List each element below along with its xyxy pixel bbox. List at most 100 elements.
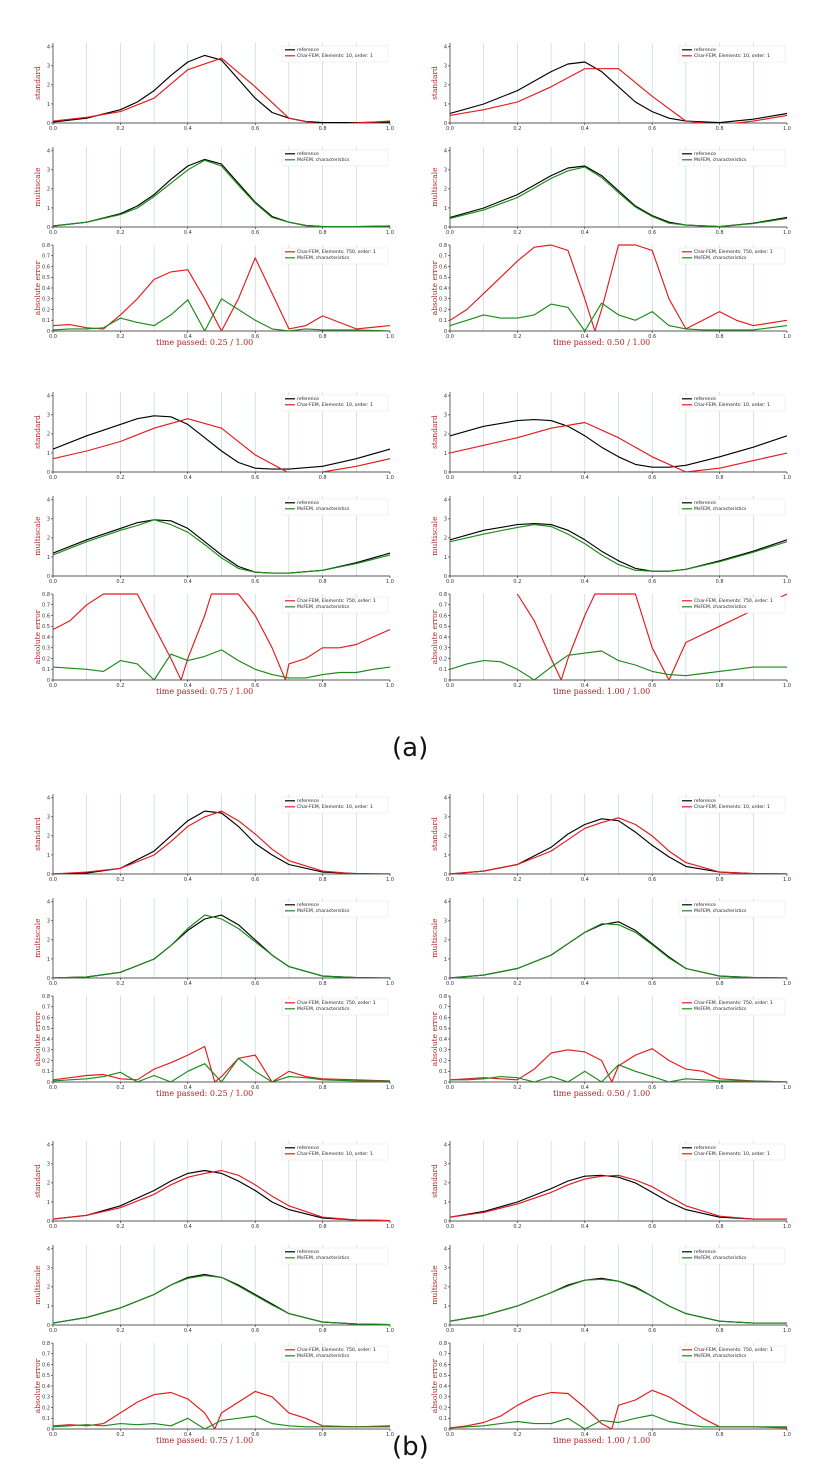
y-axis-label: standard bbox=[430, 1164, 439, 1198]
x-tick-label: 0.0 bbox=[446, 579, 454, 585]
y-tick-label: 1 bbox=[47, 1304, 50, 1310]
legend-box bbox=[281, 149, 389, 167]
series-line-char-fem bbox=[450, 1174, 787, 1220]
x-tick-label: 0.4 bbox=[581, 1085, 589, 1091]
legend-label: reference bbox=[297, 396, 319, 402]
y-axis-label: multiscale bbox=[33, 167, 42, 207]
x-tick-label: 0.6 bbox=[648, 230, 656, 236]
legend-box bbox=[678, 1143, 786, 1161]
x-tick-label: 0.6 bbox=[251, 126, 259, 132]
legend-label: MsFEM, characteristics bbox=[297, 908, 350, 914]
x-tick-label: 0.4 bbox=[184, 1085, 192, 1091]
x-tick-label: 0.8 bbox=[716, 475, 724, 481]
legend-box bbox=[281, 1345, 389, 1363]
y-tick-label: 1 bbox=[47, 957, 50, 963]
legend-label: MsFEM, characteristics bbox=[694, 908, 747, 914]
y-tick-label: 0.3 bbox=[439, 646, 447, 652]
panel-label-b: (b) bbox=[392, 1432, 429, 1462]
y-tick-label: 4 bbox=[47, 900, 50, 906]
subplot-column-1: 0 1 2 3 4 0.0 0.2 0.4 0.6 0.8 1.0 standard reference… bbox=[33, 43, 394, 347]
axes-multiscale: 0 1 2 3 4 0.0 0.2 0.4 0.6 0.8 1.0 multiscale referen… bbox=[430, 1245, 791, 1334]
axes-standard: 0 1 2 3 4 0.0 0.2 0.4 0.6 0.8 1.0 standard reference… bbox=[33, 1141, 394, 1230]
y-axis-label: absolute error bbox=[430, 609, 439, 664]
y-tick-label: 1 bbox=[444, 206, 447, 212]
x-tick-label: 0.6 bbox=[251, 877, 259, 883]
y-tick-label: 0 bbox=[47, 470, 50, 476]
legend-box bbox=[281, 1143, 389, 1161]
y-tick-label: 0.8 bbox=[439, 592, 447, 598]
x-tick-label: 0.4 bbox=[581, 683, 589, 689]
series-line-reference bbox=[450, 419, 787, 468]
x-tick-label: 0.6 bbox=[251, 579, 259, 585]
x-tick-label: 0.2 bbox=[116, 1085, 124, 1091]
y-axis-label: absolute error bbox=[430, 1358, 439, 1413]
y-tick-label: 3 bbox=[47, 815, 50, 821]
y-tick-label: 0.5 bbox=[42, 624, 50, 630]
y-tick-label: 0 bbox=[47, 1080, 50, 1086]
series-line-msfem bbox=[53, 298, 390, 331]
x-tick-label: 0.4 bbox=[581, 334, 589, 340]
x-tick-label: 0.8 bbox=[319, 230, 327, 236]
x-tick-label: 0.0 bbox=[446, 475, 454, 481]
axes-multiscale: 0 1 2 3 4 0.0 0.2 0.4 0.6 0.8 1.0 multiscale referen… bbox=[430, 898, 791, 987]
y-tick-label: 1 bbox=[47, 1200, 50, 1206]
y-tick-label: 0.8 bbox=[42, 243, 50, 249]
y-axis-label: multiscale bbox=[430, 1265, 439, 1305]
y-tick-label: 0 bbox=[47, 1219, 50, 1225]
series-line-reference bbox=[450, 818, 787, 874]
series-line-msfem bbox=[450, 1064, 787, 1082]
x-tick-label: 0.6 bbox=[648, 683, 656, 689]
x-tick-label: 0.4 bbox=[581, 1224, 589, 1230]
y-tick-label: 1 bbox=[444, 102, 447, 108]
y-tick-label: 0.2 bbox=[42, 1405, 50, 1411]
y-tick-label: 0.4 bbox=[439, 1037, 447, 1043]
legend-label: Char-FEM, Elements: 10, order: 1 bbox=[297, 804, 373, 810]
x-tick-label: 0.8 bbox=[716, 1328, 724, 1334]
legend-box bbox=[678, 796, 786, 814]
y-tick-label: 0.4 bbox=[42, 286, 50, 292]
x-tick-label: 0.6 bbox=[251, 1085, 259, 1091]
axes-multiscale: 0 1 2 3 4 0.0 0.2 0.4 0.6 0.8 1.0 multiscale referen… bbox=[33, 496, 394, 585]
y-tick-label: 3 bbox=[444, 168, 447, 174]
y-tick-label: 1 bbox=[444, 451, 447, 457]
y-tick-label: 2 bbox=[444, 834, 447, 840]
x-tick-label: 0.8 bbox=[319, 1085, 327, 1091]
x-tick-label: 0.2 bbox=[513, 1328, 521, 1334]
y-tick-label: 1 bbox=[444, 1304, 447, 1310]
y-tick-label: 0.5 bbox=[439, 1026, 447, 1032]
x-tick-label: 0.4 bbox=[581, 579, 589, 585]
x-tick-label: 0.0 bbox=[446, 981, 454, 987]
y-tick-label: 1 bbox=[444, 853, 447, 859]
y-tick-label: 4 bbox=[444, 149, 447, 155]
x-tick-label: 0.0 bbox=[49, 475, 57, 481]
y-tick-label: 0.2 bbox=[439, 1405, 447, 1411]
legend-label: Char-FEM, Elements: 750, order: 1 bbox=[694, 1347, 773, 1353]
x-tick-label: 0.2 bbox=[116, 126, 124, 132]
y-tick-label: 0.4 bbox=[439, 286, 447, 292]
series-line-char-fem bbox=[450, 244, 787, 331]
x-tick-label: 0.0 bbox=[49, 230, 57, 236]
x-tick-label: 0.8 bbox=[319, 877, 327, 883]
y-axis-label: absolute error bbox=[33, 1011, 42, 1066]
x-tick-label: 0.4 bbox=[184, 126, 192, 132]
y-tick-label: 4 bbox=[444, 45, 447, 51]
legend-box bbox=[678, 45, 786, 63]
y-tick-label: 0 bbox=[47, 1323, 50, 1329]
y-tick-label: 0.7 bbox=[439, 1005, 447, 1011]
x-tick-label: 1.0 bbox=[783, 1224, 791, 1230]
x-tick-label: 0.2 bbox=[116, 475, 124, 481]
series-line-char-fem bbox=[450, 1048, 787, 1082]
y-tick-label: 0.6 bbox=[439, 1015, 447, 1021]
y-tick-label: 0.7 bbox=[439, 603, 447, 609]
y-axis-label: standard bbox=[33, 1164, 42, 1198]
x-tick-label: 1.0 bbox=[386, 126, 394, 132]
y-tick-label: 0.3 bbox=[42, 1395, 50, 1401]
axes-error: 0 0.1 0.2 0.3 0.4 0.5 0.6 0.7 0.8 0.0 0.2 0.4 0.6 0.8… bbox=[33, 994, 394, 1098]
subplot-column-8: 0 1 2 3 4 0.0 0.2 0.4 0.6 0.8 1.0 standard reference… bbox=[430, 1141, 791, 1445]
series-line-reference bbox=[53, 54, 390, 123]
x-tick-label: 0.6 bbox=[251, 475, 259, 481]
